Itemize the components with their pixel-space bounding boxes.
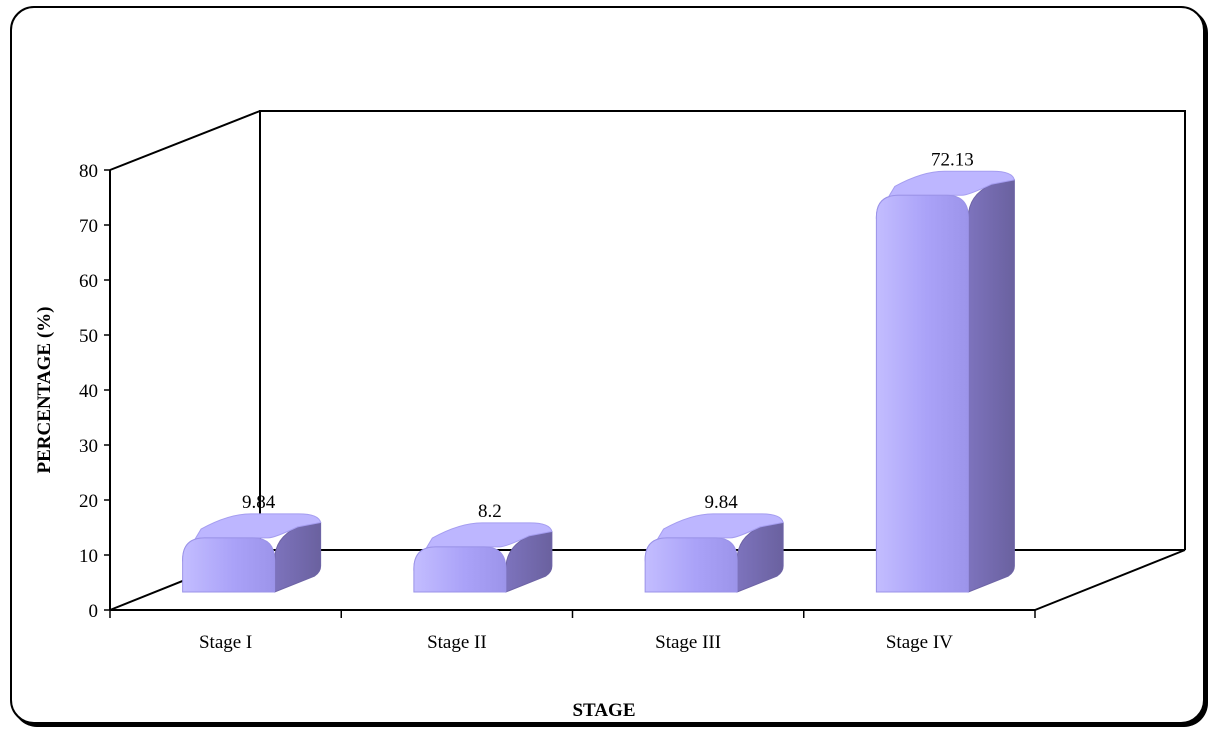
bar-side-face <box>505 530 553 593</box>
data-label: 9.84 <box>705 492 739 513</box>
data-label: 8.2 <box>478 501 502 522</box>
bar-front-face <box>875 194 969 593</box>
back-wall <box>259 110 1186 550</box>
bar-side-face <box>274 521 322 593</box>
y-tick-label: 10 <box>79 546 98 567</box>
bar-side-face <box>736 521 784 593</box>
x-tick-label: Stage IV <box>886 632 953 653</box>
data-labels-group: 9.84 8.2 9.84 72.13 <box>242 149 974 522</box>
bar-front-face <box>644 537 738 593</box>
y-tick-label: 20 <box>79 491 98 512</box>
bar-1 <box>182 513 322 593</box>
data-label: 9.84 <box>242 492 276 513</box>
bar-front-face <box>182 537 276 593</box>
bars-group <box>182 170 1015 593</box>
y-axis-title: PERCENTAGE (%) <box>34 307 55 474</box>
y-tick-label: 30 <box>79 436 98 457</box>
y-tick-label: 70 <box>79 216 98 237</box>
y-tick-label: 80 <box>79 161 98 182</box>
bar-4 <box>875 170 1015 593</box>
left-top-depth-edge <box>109 110 261 171</box>
y-tick-label: 40 <box>79 381 98 402</box>
data-label: 72.13 <box>931 149 974 170</box>
bar-side-face <box>967 179 1015 593</box>
y-tick-label: 0 <box>89 601 99 622</box>
x-axis-ticks: Stage I Stage II Stage III Stage IV <box>109 610 1036 653</box>
bar-3 <box>644 513 784 593</box>
x-tick-label: Stage I <box>199 632 252 653</box>
x-tick-label: Stage II <box>427 632 487 653</box>
x-tick-label: Stage III <box>655 632 721 653</box>
y-tick-label: 50 <box>79 326 98 347</box>
x-axis-title: STAGE <box>572 700 635 721</box>
bar-front-face <box>413 546 507 593</box>
bar-2 <box>413 522 553 593</box>
right-floor-depth-edge <box>1034 549 1186 611</box>
y-axis-ticks: 0 10 20 30 40 50 60 70 80 <box>79 161 110 622</box>
y-tick-label: 60 <box>79 271 98 292</box>
